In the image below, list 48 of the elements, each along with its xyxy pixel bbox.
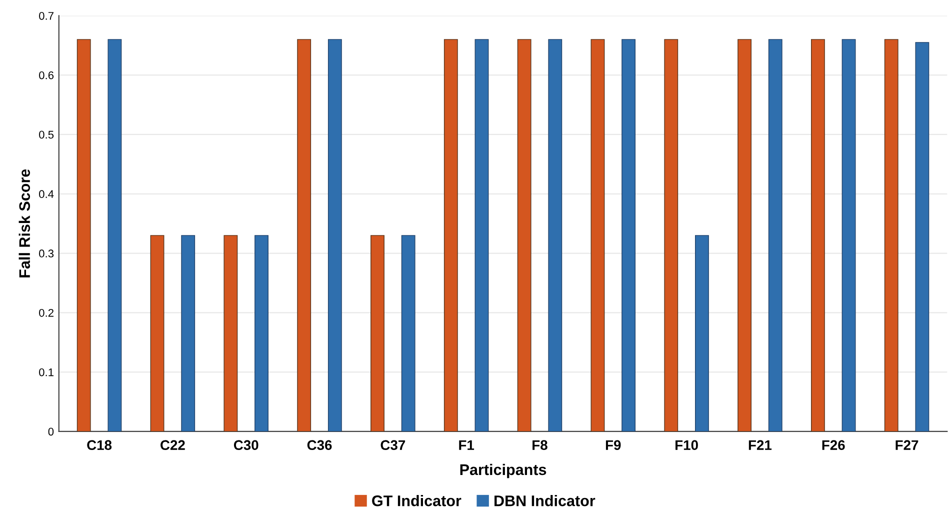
legend-label: DBN Indicator (494, 495, 596, 506)
bar (370, 235, 384, 432)
x-tick-label: C36 (307, 440, 332, 450)
x-tick-label: F21 (748, 440, 772, 450)
bar (768, 39, 782, 432)
x-tick-label: C22 (160, 440, 185, 450)
x-tick-label: C37 (380, 440, 406, 450)
y-tick-label: 0 (48, 428, 54, 436)
bar (590, 39, 605, 432)
x-tick-label: C30 (234, 440, 258, 450)
x-tick-label: F1 (459, 440, 474, 450)
x-tick-label: F26 (822, 440, 845, 450)
bar (695, 235, 709, 432)
x-tick-label: F8 (532, 440, 548, 450)
bar (150, 235, 164, 432)
bar (548, 39, 562, 432)
x-tick-label: F27 (896, 440, 918, 450)
bar (254, 235, 268, 432)
bar (664, 39, 678, 432)
bar (444, 39, 458, 432)
bar (401, 235, 416, 432)
x-tick-label: C18 (87, 440, 112, 450)
bar (474, 39, 489, 432)
bar (181, 235, 196, 432)
bar (884, 39, 898, 432)
y-tick-label: 0.7 (39, 12, 54, 20)
bar (328, 39, 342, 432)
bar (738, 39, 752, 432)
bar (76, 39, 91, 432)
y-tick-label: 0.5 (39, 130, 54, 139)
y-tick-label: 0.2 (39, 308, 54, 317)
y-tick-label: 0.6 (39, 71, 54, 80)
y-axis-title: Fall Risk Score (18, 169, 30, 278)
bar (842, 39, 856, 432)
bar (810, 39, 825, 432)
y-tick-label: 0.1 (39, 368, 54, 376)
bar (297, 39, 312, 432)
x-axis-title: Participants (460, 464, 546, 478)
x-tick-label: F9 (606, 440, 621, 450)
bar (517, 39, 532, 432)
legend-label: GT Indicator (372, 495, 462, 506)
bar (224, 235, 238, 432)
bar (108, 39, 122, 432)
bar (915, 42, 930, 432)
bar (622, 39, 636, 432)
y-tick-label: 0.3 (39, 250, 54, 258)
y-tick-label: 0.4 (39, 190, 54, 198)
x-tick-label: F10 (676, 440, 698, 450)
